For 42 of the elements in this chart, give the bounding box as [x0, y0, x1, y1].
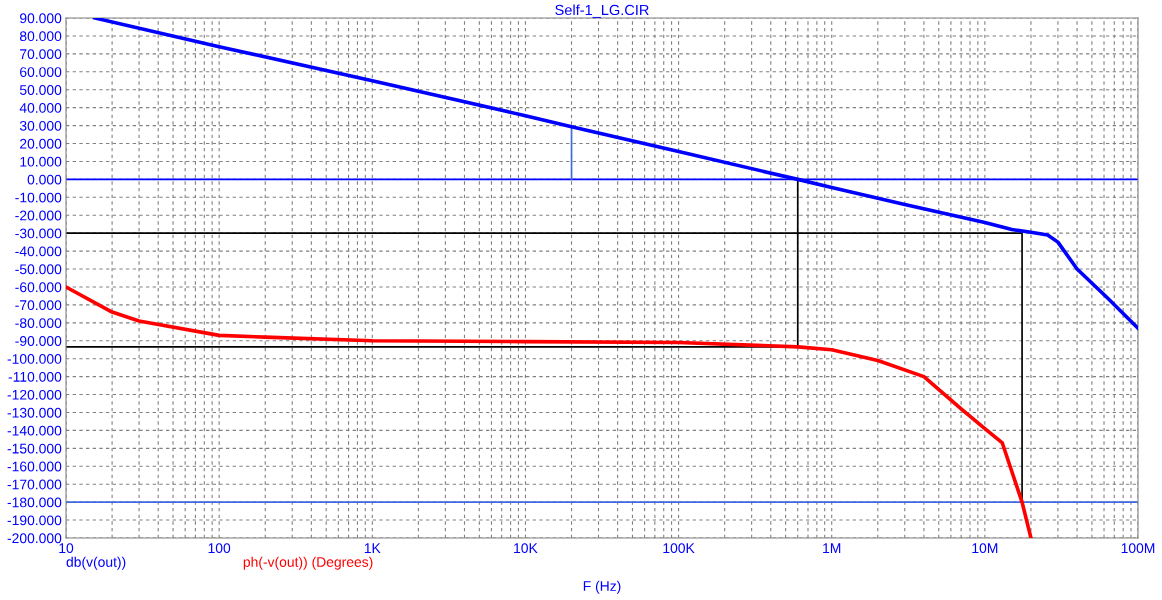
y-tick-label: -30.000: [15, 228, 62, 239]
y-tick-label: 50.000: [19, 85, 62, 95]
y-tick-label: -60.000: [15, 282, 62, 293]
y-tick-label: -120.000: [7, 389, 62, 400]
x-tick-label: 100M: [1121, 543, 1155, 554]
y-tick-label: -110.000: [8, 371, 62, 382]
x-axis-title: F (Hz): [583, 580, 621, 594]
x-tick-label: 1M: [823, 543, 841, 553]
y-tick-label: 90.000: [20, 13, 62, 24]
y-tick-label: 40.000: [19, 102, 62, 113]
y-tick-label: -100.000: [7, 354, 62, 364]
y-tick-label: 60.000: [20, 67, 62, 77]
x-tick-label: 100: [208, 543, 231, 554]
y-tick-label: 30.000: [19, 120, 62, 131]
y-tick-label: -80.000: [15, 318, 62, 328]
y-tick-label: 20.000: [20, 138, 62, 149]
y-tick-label: -70.000: [15, 300, 62, 311]
x-tick-label: 100K: [663, 543, 695, 554]
y-tick-label: 70.000: [20, 49, 62, 60]
y-tick-label: -40.000: [15, 246, 62, 257]
y-tick-label: -150.000: [7, 443, 62, 454]
y-tick-label: -190.000: [7, 515, 62, 526]
y-tick-label: -90.000: [15, 336, 62, 346]
y-tick-label: -20.000: [15, 210, 62, 221]
x-tick-label: 1K: [364, 543, 381, 553]
x-tick-label: 10: [59, 543, 74, 554]
x-tick-label: 10M: [972, 543, 998, 554]
chart-title: Self-1_LG.CIR: [555, 4, 649, 18]
text: ph(-v(out)) (Degrees): [243, 556, 373, 570]
y-tick-label: -50.000: [15, 264, 62, 275]
y-tick-label: 80.000: [19, 31, 62, 42]
y-tick-label: 10.000: [20, 156, 62, 167]
y-tick-label: -170.000: [7, 479, 62, 490]
y-tick-label: 0.000: [27, 174, 62, 185]
y-tick-label: -140.000: [7, 425, 62, 436]
y-tick-label: -180.000: [7, 497, 62, 508]
y-tick-label: -160.000: [7, 461, 62, 472]
y-tick-label: -10.000: [15, 192, 62, 203]
x-tick-label: 10K: [514, 543, 538, 554]
y-tick-label: -130.000: [7, 407, 62, 418]
text: db(v(out)): [66, 556, 126, 570]
y-tick-label: -200.000: [7, 533, 62, 544]
